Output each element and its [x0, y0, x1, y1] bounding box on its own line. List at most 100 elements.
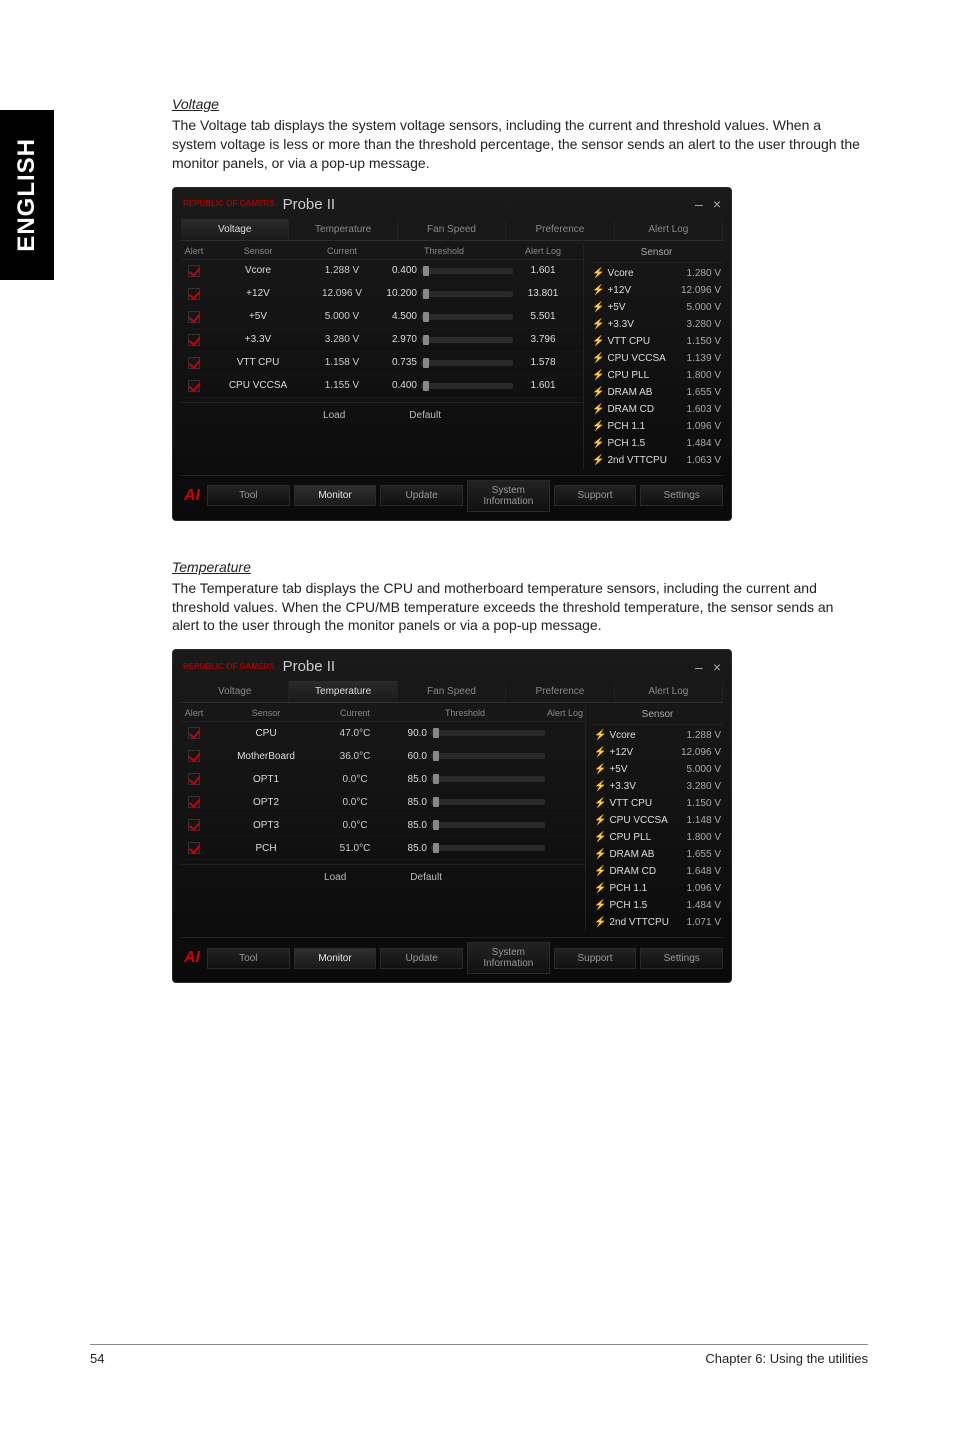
side-label: 2nd VTTCPU [609, 917, 668, 928]
threshold-slider[interactable] [431, 753, 545, 759]
threshold-value: 0.400 [375, 265, 417, 276]
side-value: 1.603 V [687, 404, 721, 415]
sensor-row: MotherBoard 36.0°C 60.0 [181, 745, 585, 768]
tab-row: Voltage Temperature Fan Speed Preference… [181, 219, 723, 241]
side-label: +3.3V [609, 781, 635, 792]
tab-fan[interactable]: Fan Speed [398, 219, 506, 240]
side-value: 1.648 V [687, 866, 721, 877]
tab-temperature[interactable]: Temperature [289, 681, 397, 702]
alert-checkbox[interactable] [188, 265, 200, 277]
alert-checkbox[interactable] [188, 842, 200, 854]
side-value: 1.800 V [687, 832, 721, 843]
alert-checkbox[interactable] [188, 727, 200, 739]
footer-tab-tool[interactable]: Tool [207, 948, 290, 969]
threshold-slider[interactable] [421, 360, 513, 366]
side-label: PCH 1.5 [609, 900, 647, 911]
threshold-slider[interactable] [421, 337, 513, 343]
footer-tab-update[interactable]: Update [380, 948, 463, 969]
sensor-row: CPU 47.0°C 90.0 [181, 722, 585, 745]
alert-checkbox[interactable] [188, 750, 200, 762]
threshold-slider[interactable] [431, 822, 545, 828]
threshold-slider[interactable] [431, 730, 545, 736]
default-button[interactable]: Default [397, 407, 453, 424]
footer-tab-settings[interactable]: Settings [640, 948, 723, 969]
close-icon[interactable]: × [713, 196, 721, 212]
bolt-icon: ⚡ [594, 866, 606, 877]
alert-value: 3.796 [513, 334, 573, 345]
tab-alertlog[interactable]: Alert Log [615, 681, 723, 702]
sensor-name: +3.3V [207, 334, 309, 345]
close-icon[interactable]: × [713, 659, 721, 675]
alert-checkbox[interactable] [188, 796, 200, 808]
side-item: ⚡CPU PLL1.800 V [590, 367, 723, 384]
language-label: ENGLISH [13, 138, 41, 252]
bolt-icon: ⚡ [594, 747, 606, 758]
alert-checkbox[interactable] [188, 773, 200, 785]
tab-alertlog[interactable]: Alert Log [615, 219, 723, 240]
threshold-value: 85.0 [385, 774, 427, 785]
load-button[interactable]: Load [312, 869, 358, 886]
footer-tab-monitor[interactable]: Monitor [294, 948, 377, 969]
side-value: 12.096 V [681, 747, 721, 758]
sensor-name: CPU VCCSA [207, 380, 309, 391]
side-label: DRAM AB [607, 387, 652, 398]
bolt-icon: ⚡ [592, 336, 604, 347]
alert-checkbox[interactable] [188, 334, 200, 346]
side-label: CPU VCCSA [609, 815, 667, 826]
sensor-name: OPT1 [207, 774, 325, 785]
threshold-value: 85.0 [385, 797, 427, 808]
default-button[interactable]: Default [398, 869, 454, 886]
minimize-icon[interactable]: – [695, 659, 703, 675]
alert-checkbox[interactable] [188, 311, 200, 323]
sensor-name: Vcore [207, 265, 309, 276]
tab-fan[interactable]: Fan Speed [398, 681, 506, 702]
side-label: 2nd VTTCPU [607, 455, 666, 466]
side-item: ⚡PCH 1.51.484 V [592, 897, 723, 914]
side-item: ⚡CPU PLL1.800 V [592, 829, 723, 846]
footer-tab-update[interactable]: Update [380, 485, 463, 506]
tab-temperature[interactable]: Temperature [289, 219, 397, 240]
threshold-slider[interactable] [431, 799, 545, 805]
alert-checkbox[interactable] [188, 380, 200, 392]
footer-tab-sysinfo[interactable]: System Information [467, 480, 550, 512]
side-label: PCH 1.5 [607, 438, 645, 449]
sensor-row: Vcore 1.288 V 0.400 1.601 [181, 260, 583, 283]
bolt-icon: ⚡ [594, 764, 606, 775]
side-item: ⚡PCH 1.11.096 V [590, 418, 723, 435]
footer-tab-support[interactable]: Support [554, 485, 637, 506]
minimize-icon[interactable]: – [695, 196, 703, 212]
footer-tab-support[interactable]: Support [554, 948, 637, 969]
threshold-slider[interactable] [431, 845, 545, 851]
footer-tab-sysinfo[interactable]: System Information [467, 942, 550, 974]
bolt-icon: ⚡ [594, 900, 606, 911]
threshold-slider[interactable] [431, 776, 545, 782]
alert-checkbox[interactable] [188, 357, 200, 369]
side-value: 1.150 V [687, 336, 721, 347]
side-value: 5.000 V [687, 302, 721, 313]
threshold-slider[interactable] [421, 314, 513, 320]
footer-tab-tool[interactable]: Tool [207, 485, 290, 506]
tab-row: Voltage Temperature Fan Speed Preference… [181, 681, 723, 703]
probe-window-temperature: REPUBLIC OF GAMERS Probe II – × Voltage … [172, 649, 732, 983]
tab-voltage[interactable]: Voltage [181, 219, 289, 240]
side-item: ⚡VTT CPU1.150 V [590, 333, 723, 350]
alert-checkbox[interactable] [188, 288, 200, 300]
sensor-name: VTT CPU [207, 357, 309, 368]
side-value: 5.000 V [687, 764, 721, 775]
tab-preference[interactable]: Preference [506, 219, 614, 240]
sensor-row: CPU VCCSA 1.155 V 0.400 1.601 [181, 375, 583, 398]
tab-voltage[interactable]: Voltage [181, 681, 289, 702]
threshold-slider[interactable] [421, 383, 513, 389]
footer-tab-settings[interactable]: Settings [640, 485, 723, 506]
tab-preference[interactable]: Preference [506, 681, 614, 702]
load-button[interactable]: Load [311, 407, 357, 424]
threshold-slider[interactable] [421, 268, 513, 274]
threshold-slider[interactable] [421, 291, 513, 297]
sensor-name: OPT2 [207, 797, 325, 808]
alert-checkbox[interactable] [188, 819, 200, 831]
bolt-icon: ⚡ [594, 781, 606, 792]
bolt-icon: ⚡ [592, 421, 604, 432]
sensor-current: 0.0°C [325, 774, 385, 785]
footer-tab-monitor[interactable]: Monitor [294, 485, 377, 506]
bolt-icon: ⚡ [592, 438, 604, 449]
